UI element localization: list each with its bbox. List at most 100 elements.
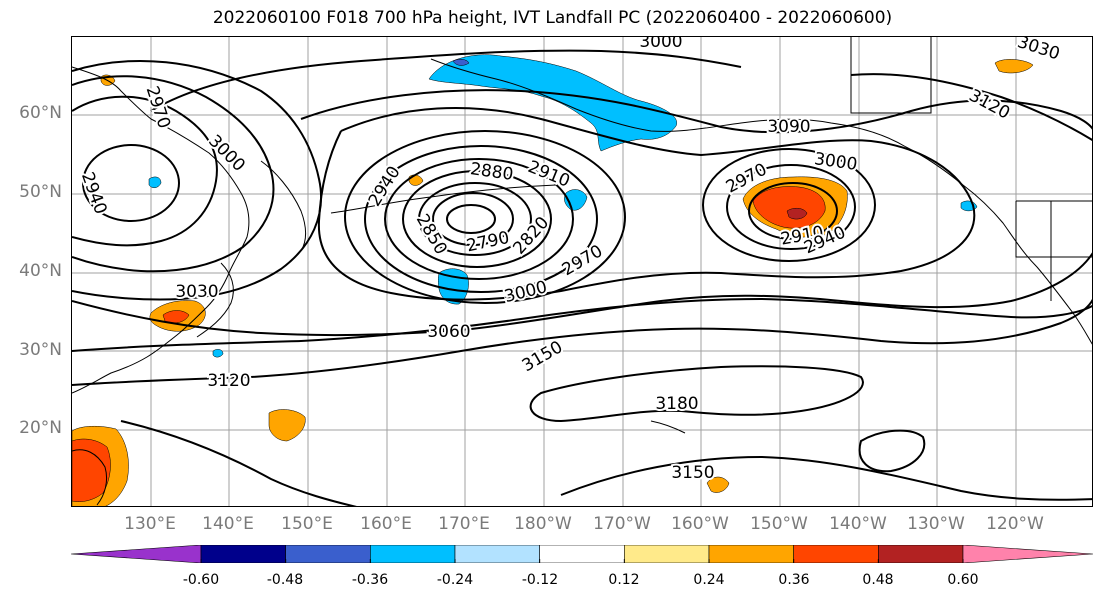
border-us-states [1015, 201, 1092, 301]
coast-philippines [72, 449, 108, 506]
ivt-pos-philippines-core [72, 438, 111, 502]
contour-e-low-2970 [702, 148, 876, 262]
contour-3150-s [560, 455, 1092, 501]
contour-label: 3090 [767, 117, 810, 137]
contour-c-low-2850 [418, 182, 532, 256]
colorbar-tick-label: -0.48 [266, 572, 304, 588]
contour-label: 3150 [519, 337, 566, 376]
ivt-pos-ne-pacific-core [752, 186, 826, 229]
contour-w-low-2940 [82, 144, 180, 222]
lat-label-20n: 20°N [19, 418, 62, 438]
coast-kamchatka [260, 160, 306, 252]
contour-label: 3000 [204, 131, 249, 176]
contour-3000 [317, 106, 976, 301]
colorbar-segment [200, 545, 286, 563]
contour-label: 3180 [655, 394, 698, 414]
height-contours [72, 49, 1092, 506]
lon-label-180w: 180°W [514, 514, 572, 534]
lon-label-140e: 140°E [202, 514, 254, 534]
contour-c-low-2880 [402, 170, 552, 268]
ivt-pos-ne-pacific-max [786, 208, 808, 220]
contour-w-low-2970 [72, 95, 218, 247]
colorbar-extend-high [962, 545, 1093, 563]
contour-c-low-2970 [344, 130, 626, 304]
contour-3090 [300, 89, 1092, 134]
colorbar-ticks [200, 559, 964, 563]
contour-e-low-2940 [726, 164, 856, 250]
lon-label-160w: 160°W [671, 514, 729, 534]
colorbar-tick-label: 0.24 [693, 572, 725, 588]
map-canvas: 3000 3030 2970 3000 2940 3090 3120 2940 … [72, 37, 1092, 506]
contour-label: 2880 [469, 159, 515, 185]
lat-label-30n: 30°N [19, 340, 62, 360]
coast-alaska [430, 58, 1092, 345]
coast-hawaii [650, 420, 686, 434]
contour-label: 3120 [207, 371, 250, 391]
lat-label-50n: 50°N [19, 182, 62, 202]
colorbar-segment [708, 545, 794, 563]
contour-label: 2850 [412, 211, 451, 258]
ivt-neg-alaska-core [452, 59, 470, 66]
ivt-pos-west [268, 409, 306, 442]
lon-label-130w: 130°W [907, 514, 965, 534]
coast-siberia [72, 66, 250, 394]
contour-label: 2940 [77, 170, 111, 217]
contour-label: 3060 [427, 322, 470, 342]
contour-label: 3000 [813, 149, 859, 175]
lon-label-120w: 120°W [986, 514, 1044, 534]
contour-c-low-2910 [384, 158, 574, 280]
colorbar-tick-label: 0.12 [608, 572, 640, 588]
contour-c-low-2940 [364, 145, 598, 293]
contour-e-low-2910 [748, 182, 838, 240]
contour-3180-se [858, 429, 926, 473]
colorbar-tick-label: -0.60 [182, 572, 220, 588]
colorbar-segment [370, 545, 456, 563]
lon-label-170w: 170°W [593, 514, 651, 534]
colorbar-tick-label: -0.24 [436, 572, 474, 588]
colorbar [71, 545, 1093, 563]
contour-3150 [72, 297, 1092, 352]
colorbar-segment [878, 545, 964, 563]
ivt-neg-small1 [148, 176, 162, 188]
lon-label-170e: 170°E [438, 514, 490, 534]
colorbar-tick-label: 0.36 [778, 572, 810, 588]
colorbar-tick-label: -0.36 [351, 572, 389, 588]
contour-w-low-3000 [72, 75, 275, 273]
contour-c-low-2790 [446, 204, 496, 234]
ivt-pos-canada [994, 59, 1034, 74]
contour-3030-top [150, 49, 742, 112]
lon-label-150e: 150°E [281, 514, 333, 534]
map-panel: 3000 3030 2970 3000 2940 3090 3120 2940 … [71, 36, 1093, 507]
ivt-positive-shading [72, 59, 1034, 506]
lat-label-60n: 60°N [19, 103, 62, 123]
contour-label: 3000 [502, 277, 549, 307]
contour-label: 2970 [142, 84, 174, 131]
contour-3120-s2 [120, 420, 357, 506]
colorbar-extend-low [71, 545, 202, 563]
lon-label-150w: 150°W [750, 514, 808, 534]
ivt-pos-hawaii [706, 476, 730, 493]
contour-label: 3030 [175, 282, 218, 302]
ivt-neg-alaska [428, 54, 677, 152]
coast-japan [196, 262, 234, 338]
colorbar-segment [624, 545, 710, 563]
contour-3120-n [850, 73, 1092, 141]
contour-label: 3000 [639, 37, 682, 52]
colorbar-segment [285, 545, 371, 563]
map-title: 2022060100 F018 700 hPa height, IVT Land… [212, 8, 893, 28]
colorbar-tick-label: -0.12 [521, 572, 559, 588]
ivt-neg-small3 [212, 349, 224, 358]
colorbar-segment [454, 545, 540, 563]
contour-c-low-2820 [432, 192, 514, 246]
contour-label: 2970 [559, 241, 606, 280]
contour-label: 3150 [671, 463, 714, 483]
colorbar-segment [793, 545, 879, 563]
lon-label-160e: 160°E [360, 514, 412, 534]
contour-label: 3120 [966, 86, 1014, 124]
colorbar-tick-label: 0.48 [862, 572, 894, 588]
colorbar-segment [539, 545, 625, 563]
lon-label-130e: 130°E [124, 514, 176, 534]
lat-label-40n: 40°N [19, 261, 62, 281]
contour-3180 [529, 365, 864, 423]
colorbar-tick-label: 0.60 [947, 572, 979, 588]
